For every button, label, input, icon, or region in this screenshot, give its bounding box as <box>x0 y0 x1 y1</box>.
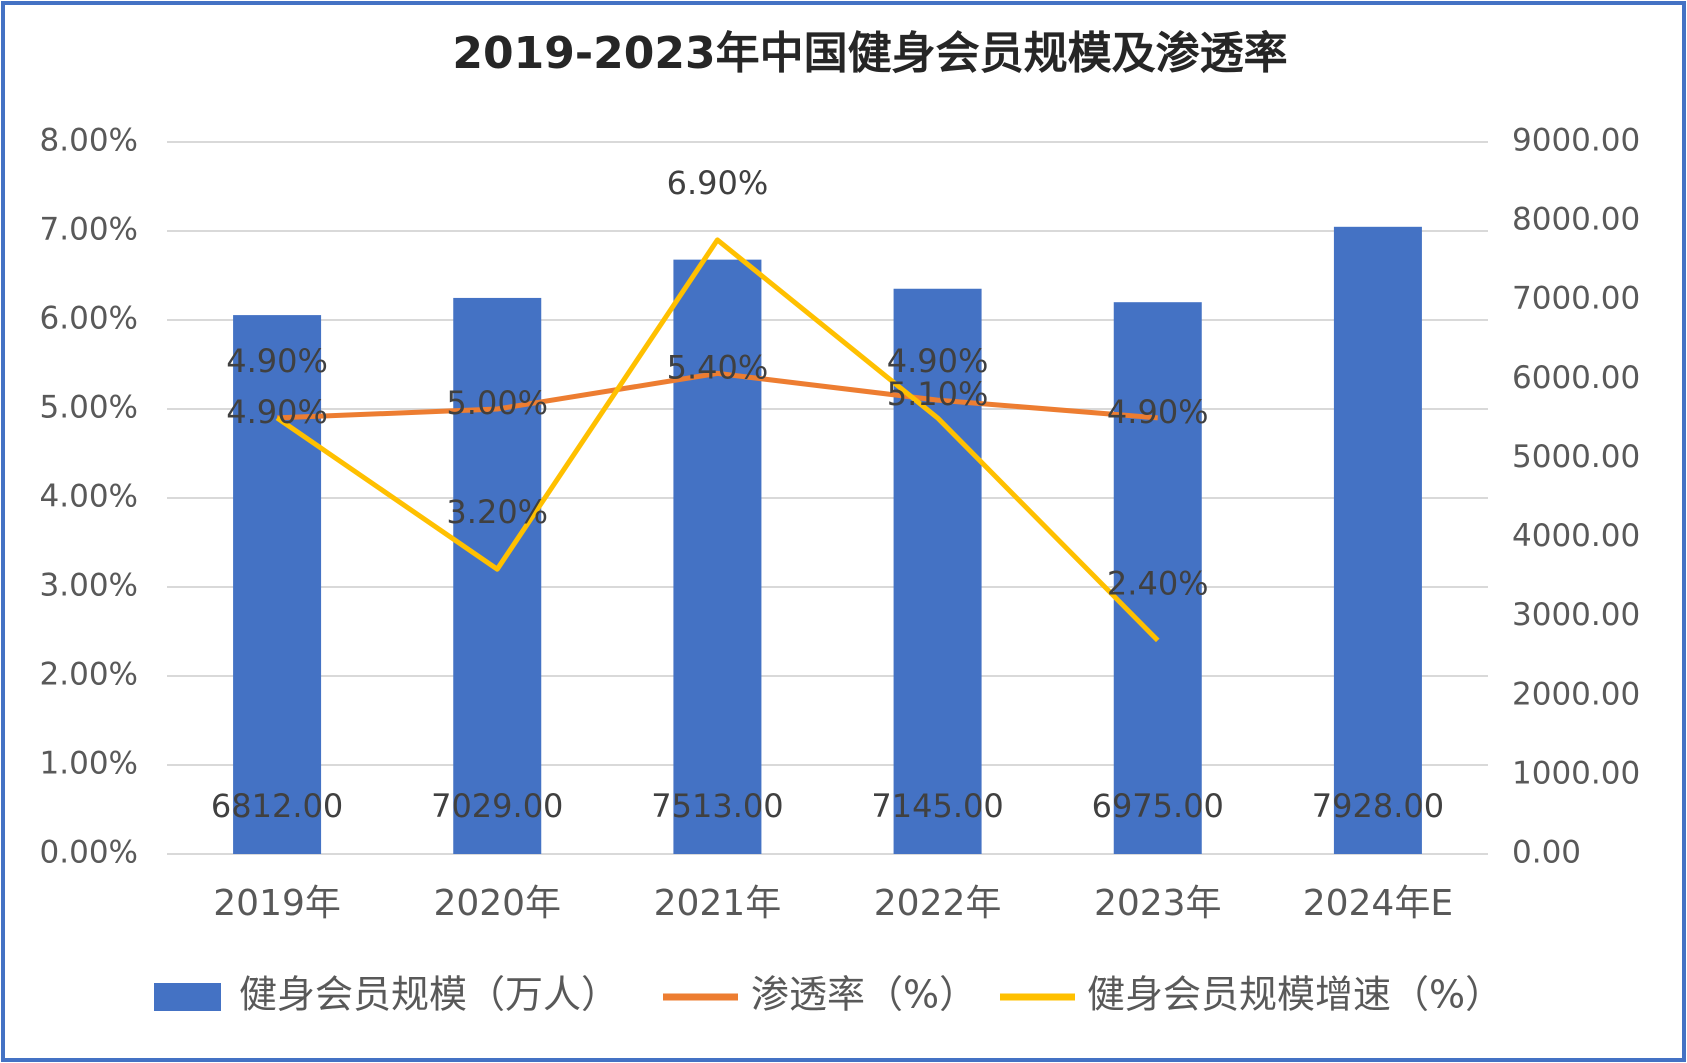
data-label: 7029.00 <box>431 787 563 825</box>
bar <box>893 288 982 854</box>
bar <box>1333 226 1422 854</box>
y-tick-label: 6.00% <box>40 301 138 337</box>
y2-tick-label: 5000.00 <box>1512 439 1640 475</box>
y2-tick-label: 0.00 <box>1512 835 1581 871</box>
legend-label: 渗透率（%） <box>751 973 977 1017</box>
y-tick-label: 3.00% <box>40 568 138 604</box>
data-label: 4.90% <box>226 342 328 380</box>
x-tick-label: 2020年 <box>433 883 561 924</box>
data-label: 5.40% <box>667 348 769 386</box>
y2-tick-label: 7000.00 <box>1512 281 1640 317</box>
y2-tick-label: 8000.00 <box>1512 202 1640 238</box>
bar <box>1113 302 1202 854</box>
data-label: 4.90% <box>1107 393 1209 431</box>
chart-title: 2019-2023年中国健身会员规模及渗透率 <box>452 28 1287 79</box>
x-tick-label: 2021年 <box>654 883 782 924</box>
x-tick-label: 2019年 <box>213 883 341 924</box>
line <box>275 237 1160 643</box>
legend-label: 健身会员规模（万人） <box>239 973 619 1017</box>
y2-tick-label: 2000.00 <box>1512 676 1640 712</box>
y-tick-label: 8.00% <box>40 123 138 159</box>
y-tick-label: 5.00% <box>40 390 138 426</box>
y-tick-label: 0.00% <box>40 835 138 871</box>
data-label: 6975.00 <box>1092 787 1224 825</box>
x-tick-label: 2024年E <box>1303 883 1453 924</box>
data-label: 4.90% <box>226 393 328 431</box>
y-tick-label: 7.00% <box>40 212 138 248</box>
data-label: 2.40% <box>1107 564 1209 602</box>
bar <box>453 297 542 855</box>
y2-tick-label: 4000.00 <box>1512 518 1640 554</box>
data-label: 6812.00 <box>211 787 343 825</box>
data-label: 7145.00 <box>871 787 1003 825</box>
bar <box>233 315 322 855</box>
data-label: 5.10% <box>887 375 989 413</box>
y-tick-label: 2.00% <box>40 657 138 693</box>
data-label: 4.90% <box>887 342 989 380</box>
y2-tick-label: 1000.00 <box>1512 755 1640 791</box>
line <box>276 370 1158 421</box>
data-label: 7513.00 <box>651 787 783 825</box>
y2-tick-label: 6000.00 <box>1512 360 1640 396</box>
x-tick-label: 2023年 <box>1094 883 1222 924</box>
x-tick-label: 2022年 <box>874 883 1002 924</box>
y2-tick-label: 9000.00 <box>1512 123 1640 159</box>
y2-tick-label: 3000.00 <box>1512 597 1640 633</box>
data-label: 5.00% <box>446 384 548 422</box>
data-label: 7928.00 <box>1312 787 1444 825</box>
legend-label: 健身会员规模增速（%） <box>1087 973 1503 1017</box>
bar <box>673 259 762 855</box>
legend-swatch <box>154 983 221 1011</box>
y-tick-label: 1.00% <box>40 746 138 782</box>
data-label: 3.20% <box>446 493 548 531</box>
data-label: 6.90% <box>667 164 769 202</box>
y-tick-label: 4.00% <box>40 479 138 515</box>
